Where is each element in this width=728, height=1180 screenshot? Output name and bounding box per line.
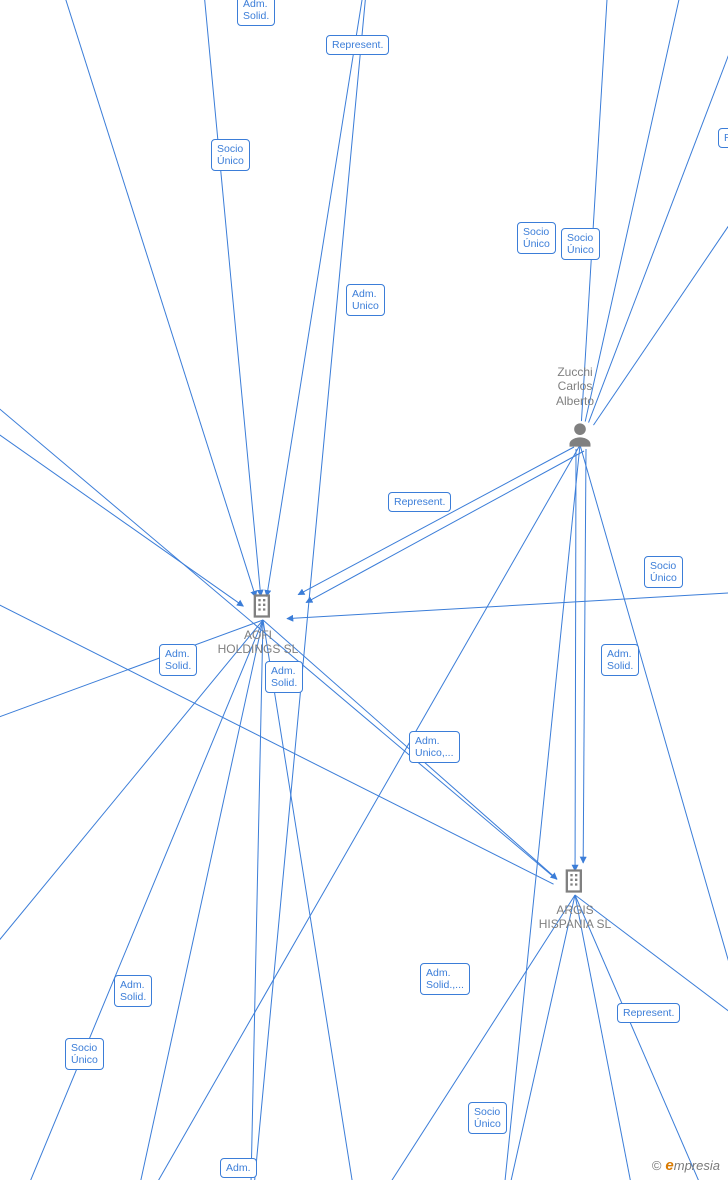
edge: [0, 400, 243, 606]
edge: [575, 449, 576, 871]
edge: [287, 590, 728, 619]
edge: [298, 447, 574, 595]
copyright-symbol: ©: [652, 1158, 662, 1173]
edge: [575, 895, 720, 1180]
building-icon[interactable]: [561, 867, 589, 895]
edge: [0, 405, 557, 880]
edge: [10, 620, 263, 1180]
edge: [267, 0, 370, 596]
edge: [250, 620, 263, 1180]
edge: [575, 895, 640, 1180]
edge: [500, 895, 575, 1180]
edge: [0, 620, 263, 1000]
edge: [593, 150, 728, 425]
edge: [575, 895, 728, 1050]
edge: [306, 451, 584, 603]
edge: [585, 0, 690, 422]
person-icon[interactable]: [566, 421, 594, 449]
edge: [263, 620, 360, 1180]
brand-rest: mpresia: [674, 1158, 720, 1173]
edge: [263, 620, 557, 879]
edge: [130, 445, 580, 1180]
edge: [581, 0, 610, 421]
building-icon[interactable]: [249, 592, 277, 620]
network-graph[interactable]: [0, 0, 728, 1180]
edge: [589, 0, 728, 423]
edge: [50, 0, 256, 597]
watermark: © empresia: [652, 1157, 720, 1174]
edge: [500, 445, 580, 1180]
brand-e: e: [665, 1157, 673, 1174]
edge: [583, 449, 586, 863]
edge: [200, 0, 261, 596]
